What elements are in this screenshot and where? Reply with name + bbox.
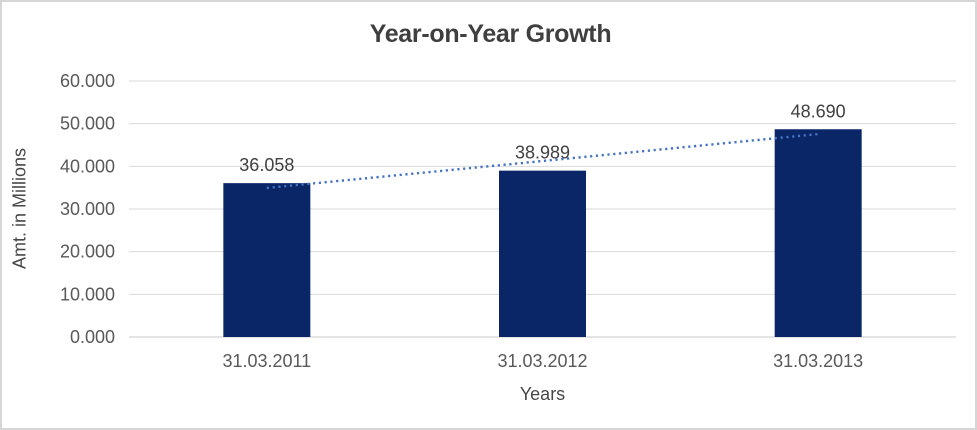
y-tick-label: 0.000 bbox=[70, 327, 115, 347]
y-tick-label: 40.000 bbox=[60, 156, 115, 176]
bar bbox=[223, 183, 311, 337]
x-axis-title: Years bbox=[519, 384, 566, 404]
x-category-label: 31.03.2012 bbox=[497, 351, 587, 371]
y-tick-label: 10.000 bbox=[60, 284, 115, 304]
bar bbox=[499, 170, 586, 337]
bar-data-label: 36.058 bbox=[239, 155, 294, 175]
y-tick-label: 30.000 bbox=[60, 199, 115, 219]
chart-title: Year-on-Year Growth bbox=[369, 20, 612, 48]
bar-data-label: 38.989 bbox=[515, 143, 570, 163]
y-tick-label: 20.000 bbox=[60, 242, 115, 262]
x-category-label: 31.03.2011 bbox=[222, 351, 311, 371]
y-tick-label: 50.000 bbox=[60, 114, 115, 134]
y-tick-label: 60.000 bbox=[60, 71, 115, 91]
bar bbox=[774, 129, 862, 337]
x-category-label: 31.03.2013 bbox=[773, 351, 863, 371]
bar-data-label: 48.690 bbox=[791, 101, 846, 121]
